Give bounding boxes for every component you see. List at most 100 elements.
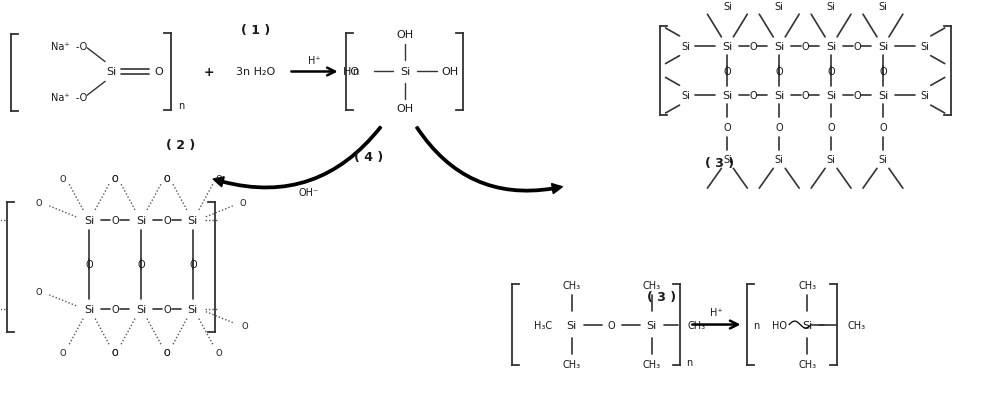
Text: O: O: [112, 348, 118, 357]
Text: O: O: [112, 174, 118, 183]
FancyArrowPatch shape: [213, 127, 381, 189]
Text: n: n: [686, 357, 693, 367]
Text: O: O: [60, 348, 67, 357]
Text: Si: Si: [826, 42, 836, 52]
FancyArrowPatch shape: [416, 127, 562, 194]
Text: Si: Si: [722, 42, 732, 52]
Text: OH: OH: [397, 30, 414, 40]
Text: CH₃: CH₃: [643, 280, 661, 290]
Text: O: O: [164, 348, 170, 357]
Text: CH₃: CH₃: [687, 320, 706, 330]
Text: O: O: [827, 123, 835, 132]
Text: ( 3 ): ( 3 ): [647, 291, 676, 304]
Text: OH: OH: [397, 104, 414, 114]
Text: Si: Si: [136, 215, 146, 225]
Text: O: O: [801, 91, 809, 101]
Text: O: O: [215, 348, 222, 357]
Text: Si: Si: [878, 91, 888, 101]
Text: Si: Si: [775, 155, 784, 165]
Text: O: O: [85, 260, 93, 270]
Text: 3n H₂O: 3n H₂O: [236, 67, 275, 77]
Text: O: O: [241, 321, 248, 330]
Text: ( 3 ): ( 3 ): [705, 157, 734, 170]
Text: Si: Si: [722, 91, 732, 101]
Text: O: O: [775, 123, 783, 132]
Text: Si: Si: [774, 91, 784, 101]
Text: Si: Si: [920, 91, 929, 101]
Text: Na⁺  -O: Na⁺ -O: [51, 93, 88, 103]
Text: O: O: [239, 199, 246, 208]
Text: Si: Si: [723, 155, 732, 165]
Text: H₃C: H₃C: [534, 320, 552, 330]
Text: O: O: [724, 66, 731, 76]
Text: O: O: [189, 260, 197, 270]
Text: O: O: [853, 42, 861, 52]
Text: O: O: [801, 42, 809, 52]
Text: Si: Si: [723, 2, 732, 12]
Text: Si: Si: [84, 215, 94, 225]
Text: O: O: [164, 348, 170, 357]
Text: Si: Si: [878, 42, 888, 52]
Text: O: O: [827, 66, 835, 76]
Text: ( 4 ): ( 4 ): [354, 151, 383, 164]
Text: H⁺: H⁺: [710, 307, 723, 317]
Text: O: O: [112, 174, 118, 183]
Text: CH₃: CH₃: [563, 359, 581, 369]
Text: Si: Si: [400, 67, 410, 77]
Text: +: +: [203, 66, 214, 79]
Text: n: n: [352, 67, 359, 77]
Text: Si: Si: [878, 2, 887, 12]
Text: HO: HO: [343, 67, 360, 77]
Text: O: O: [749, 42, 757, 52]
Text: O: O: [137, 260, 145, 270]
Text: Na⁺  -O: Na⁺ -O: [51, 42, 88, 52]
Text: O: O: [163, 304, 171, 314]
Text: O: O: [853, 91, 861, 101]
Text: Si: Si: [136, 304, 146, 314]
Text: Si: Si: [681, 91, 690, 101]
Text: Si: Si: [106, 67, 116, 77]
Text: O: O: [60, 174, 67, 183]
Text: Si: Si: [646, 320, 657, 330]
Text: O: O: [164, 174, 170, 183]
Text: CH₃: CH₃: [798, 280, 816, 290]
Text: Si: Si: [827, 2, 836, 12]
Text: O: O: [879, 123, 887, 132]
Text: CH₃: CH₃: [563, 280, 581, 290]
Text: O: O: [155, 67, 163, 77]
Text: Si: Si: [774, 42, 784, 52]
Text: CH₃: CH₃: [798, 359, 816, 369]
Text: H⁺: H⁺: [308, 55, 321, 66]
Text: Si: Si: [826, 91, 836, 101]
Text: n: n: [178, 101, 184, 111]
Text: Si: Si: [567, 320, 577, 330]
Text: O: O: [608, 320, 616, 330]
Text: Si: Si: [827, 155, 836, 165]
Text: Si: Si: [84, 304, 94, 314]
Text: Si: Si: [920, 42, 929, 52]
Text: O: O: [724, 123, 731, 132]
Text: O: O: [112, 348, 118, 357]
Text: OH: OH: [442, 67, 459, 77]
Text: Si: Si: [188, 304, 198, 314]
Text: O: O: [111, 215, 119, 225]
Text: O: O: [879, 66, 887, 76]
Text: CH₃: CH₃: [643, 359, 661, 369]
Text: O: O: [36, 288, 43, 297]
Text: OH⁻: OH⁻: [298, 188, 319, 198]
Text: O: O: [215, 174, 222, 183]
Text: CH₃: CH₃: [847, 320, 865, 330]
Text: O: O: [163, 215, 171, 225]
Text: O: O: [164, 174, 170, 183]
Text: O: O: [36, 199, 43, 208]
Text: O: O: [749, 91, 757, 101]
Text: Si: Si: [681, 42, 690, 52]
Text: Si: Si: [188, 215, 198, 225]
Text: Si: Si: [775, 2, 784, 12]
Text: HO: HO: [772, 320, 787, 330]
Text: Si: Si: [878, 155, 887, 165]
Text: n: n: [753, 320, 760, 330]
Text: O: O: [775, 66, 783, 76]
Text: ( 2 ): ( 2 ): [166, 139, 196, 152]
Text: Si: Si: [802, 320, 812, 330]
